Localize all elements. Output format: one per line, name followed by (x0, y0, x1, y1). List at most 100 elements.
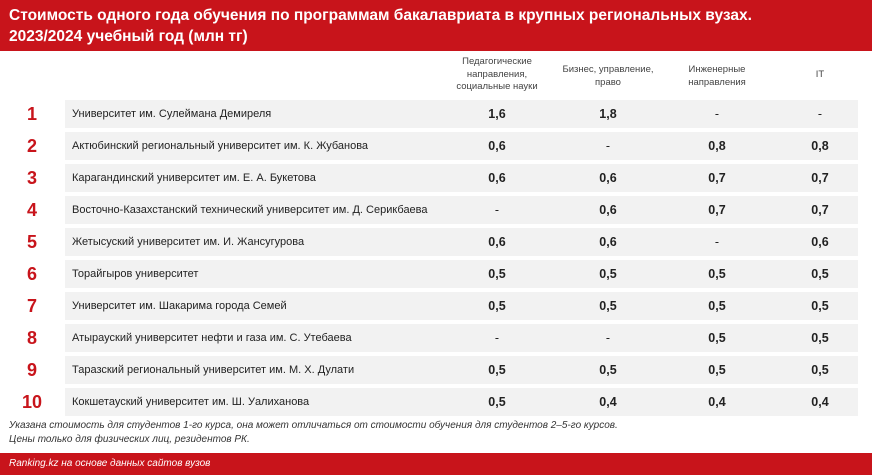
row-band (65, 132, 858, 160)
university-name: Университет им. Шакарима города Семей (72, 300, 287, 312)
row-band (65, 100, 858, 128)
cost-cell: 0,5 (708, 363, 726, 377)
cost-cell: 0,7 (708, 203, 726, 217)
cost-cell: 0,5 (708, 267, 726, 281)
cost-cell: 0,7 (708, 171, 726, 185)
university-name: Кокшетауский университет им. Ш. Уалихано… (72, 396, 310, 408)
cost-cell: 0,4 (708, 395, 726, 409)
cost-cell: - (714, 235, 720, 249)
title-line-2: 2023/2024 учебный год (млн тг) (9, 28, 248, 45)
cost-cell: 0,4 (811, 395, 829, 409)
cost-cell: - (605, 331, 611, 345)
row-band (65, 292, 858, 320)
cost-cell: 0,5 (488, 267, 506, 281)
column-headers: Педагогические направления, социальные нау… (0, 56, 872, 98)
footnotes: Указана стоимость для студентов 1-го кур… (9, 419, 618, 446)
column-header-line: IT (815, 69, 825, 80)
university-name: Торайгыров университет (72, 268, 199, 280)
source-text: Ranking.kz на основе данных сайтов вузов (9, 458, 211, 469)
cost-cell: 0,5 (708, 331, 726, 345)
source-footer: Ranking.kz на основе данных сайтов вузов (0, 453, 872, 475)
column-header-line: Бизнес, управление, (562, 64, 654, 75)
row-band (65, 164, 858, 192)
rank-number: 4 (26, 200, 37, 220)
table-row: 7 Университет им. Шакарима города Семей 0,… (0, 292, 872, 320)
row-band (65, 260, 858, 288)
title-line-1: Стоимость одного года обучения по програ… (9, 7, 752, 24)
cost-cell: - (494, 331, 500, 345)
table-row: 1 Университет им. Сулеймана Демиреля 1,6 1,… (0, 100, 872, 128)
rank-number: 3 (26, 168, 37, 188)
cost-cell: - (494, 203, 500, 217)
cost-cell: 0,5 (708, 299, 726, 313)
cost-cell: 0,8 (708, 139, 726, 153)
cost-cell: 0,6 (811, 235, 829, 249)
university-name: Жетысуский университет им. И. Жансугуров… (72, 236, 305, 248)
rank-number: 6 (26, 264, 37, 284)
cost-cell: 0,5 (811, 331, 829, 345)
cost-cell: 0,5 (488, 363, 506, 377)
column-header-line: направления (688, 76, 746, 88)
rank-number: 2 (26, 136, 37, 156)
university-name: Атырауский университет нефти и газа им. … (72, 332, 352, 344)
table-row: 6 Торайгыров университет 0,5 0,5 0,5 0,5 (0, 260, 872, 288)
cost-cell: 0,5 (811, 363, 829, 377)
row-band (65, 388, 858, 416)
row-band (65, 324, 858, 352)
rank-number: 10 (21, 392, 43, 412)
cost-cell: - (605, 139, 611, 153)
column-header-3: Инженерные направления (662, 64, 772, 89)
row-band (65, 356, 858, 384)
table-row: 9 Таразский региональный университет им. … (0, 356, 872, 384)
cost-cell: 0,6 (488, 139, 506, 153)
cost-cell: - (817, 107, 823, 121)
row-band (65, 228, 858, 256)
cost-cell: 0,7 (811, 171, 829, 185)
cost-cell: 0,7 (811, 203, 829, 217)
footnote-2: Цены только для физических лиц, резидент… (9, 433, 250, 445)
rank-number: 9 (26, 360, 37, 380)
table-row: 5 Жетысуский университет им. И. Жансугуро… (0, 228, 872, 256)
rank-number: 1 (26, 104, 37, 124)
cost-cell: 0,6 (599, 235, 617, 249)
cost-cell: 0,5 (488, 299, 506, 313)
table-row: 2 Актюбинский региональный университет им… (0, 132, 872, 160)
table-row: 3 Карагандинский университет им. Е. А. Бу… (0, 164, 872, 192)
column-header-4: IT (790, 69, 850, 82)
cost-cell: 0,5 (488, 395, 506, 409)
university-name: Карагандинский университет им. Е. А. Бук… (72, 172, 316, 184)
cost-cell: 0,5 (811, 299, 829, 313)
table-row: 10 Кокшетауский университет им. Ш. Уалиха… (0, 388, 872, 416)
cost-cell: 0,6 (599, 203, 617, 217)
university-name: Таразский региональный университет им. М… (72, 364, 355, 376)
rank-number: 5 (26, 232, 37, 252)
cost-cell: 0,5 (811, 267, 829, 281)
column-header-line: Педагогические (462, 56, 532, 67)
cost-cell: 0,6 (599, 171, 617, 185)
footnote-1: Указана стоимость для студентов 1-го кур… (9, 420, 618, 431)
table-row: 8 Атырауский университет нефти и газа им.… (0, 324, 872, 352)
cost-cell: 0,5 (599, 363, 617, 377)
table-row: 4 Восточно-Казахстанский технический унив… (0, 196, 872, 224)
rank-number: 7 (26, 296, 37, 316)
column-header-line: направления, (466, 68, 528, 80)
column-header-1: Педагогические направления, социальные нау… (432, 56, 562, 94)
row-band (65, 196, 858, 224)
university-name: Университет им. Сулеймана Демиреля (72, 108, 272, 120)
university-name: Восточно-Казахстанский технический униве… (72, 204, 428, 216)
column-header-line: право (595, 76, 621, 88)
cost-cell: 0,5 (599, 299, 617, 313)
column-header-line: Инженерные (688, 64, 746, 75)
cost-cell: 0,4 (599, 395, 617, 409)
cost-cell: 1,8 (599, 107, 617, 121)
cost-cell: 0,6 (488, 235, 506, 249)
cost-cell: 0,5 (599, 267, 617, 281)
cost-cell: 0,6 (488, 171, 506, 185)
rank-number: 8 (26, 328, 37, 348)
cost-cell: 1,6 (488, 107, 506, 121)
cost-cell: 0,8 (811, 139, 829, 153)
column-header-2: Бизнес, управление, право (548, 64, 668, 89)
university-name: Актюбинский региональный университет им.… (72, 140, 369, 152)
column-header-line: социальные науки (456, 81, 538, 92)
cost-cell: - (714, 107, 720, 121)
